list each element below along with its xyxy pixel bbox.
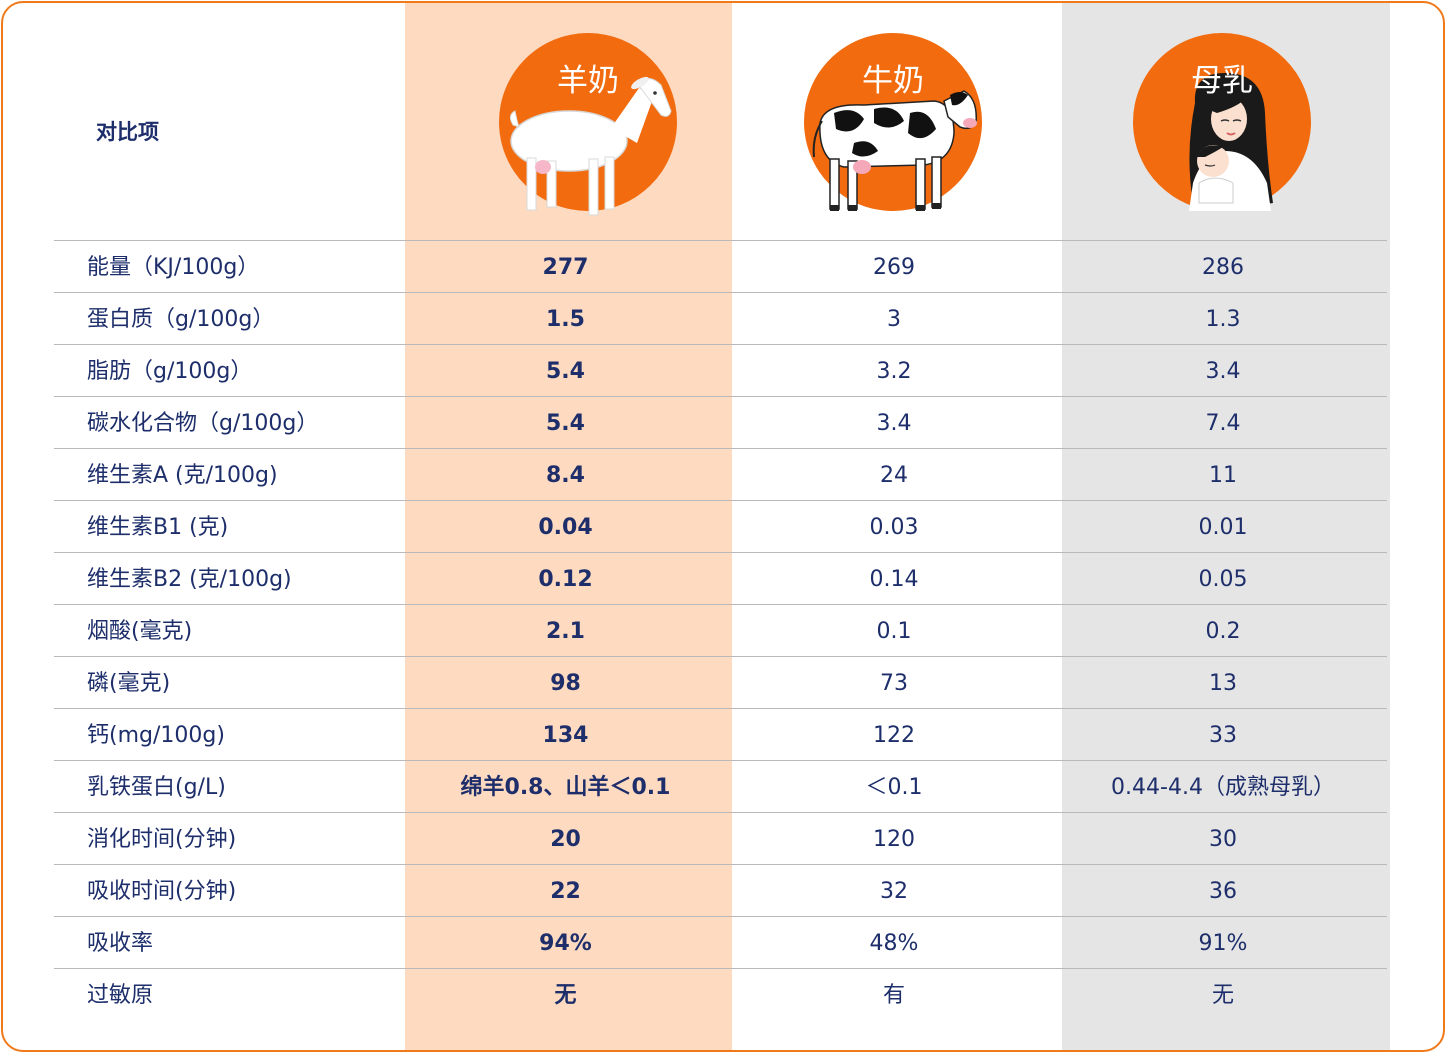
- goat-value: 94%: [539, 931, 592, 956]
- header-label: 对比项: [96, 120, 159, 144]
- row-label: 过敏原: [87, 983, 154, 1008]
- row-label: 烟酸(毫克): [87, 619, 193, 644]
- row-label: 碳水化合物（g/100g）: [87, 411, 319, 436]
- cow-value: ＜0.1: [865, 775, 923, 800]
- row-label: 乳铁蛋白(g/L): [87, 775, 226, 800]
- cow-value: 24: [880, 463, 908, 488]
- goat-value: 1.5: [546, 307, 585, 332]
- row-label: 消化时间(分钟): [87, 827, 237, 852]
- human-value: 36: [1209, 879, 1237, 904]
- goat-icon: [509, 76, 672, 216]
- cow-value: 有: [882, 983, 905, 1008]
- cow-value: 32: [880, 879, 908, 904]
- table-row: 过敏原 无 有 无: [54, 968, 1387, 1038]
- row-label: 蛋白质（g/100g）: [87, 307, 275, 332]
- human-value: 0.01: [1198, 515, 1248, 540]
- row-label: 吸收率: [87, 931, 154, 956]
- goat-value: 8.4: [546, 463, 585, 488]
- human-value: 3.4: [1205, 359, 1241, 384]
- comparison-table: 能量（KJ/100g） 277 269 286 蛋白质（g/100g） 1.5 …: [54, 240, 1387, 1038]
- human-value: 1.3: [1205, 307, 1241, 332]
- cow-value: 0.03: [869, 515, 919, 540]
- human-avatar: 母乳: [1133, 33, 1311, 211]
- row-label: 吸收时间(分钟): [87, 879, 237, 904]
- cow-value: 73: [880, 671, 908, 696]
- goat-value: 无: [554, 983, 577, 1008]
- cow-value: 120: [873, 827, 915, 852]
- human-value: 286: [1202, 255, 1244, 280]
- goat-column-title: 羊奶: [557, 63, 619, 99]
- goat-value: 5.4: [546, 411, 585, 436]
- row-label: 维生素A (克/100g): [87, 463, 278, 488]
- human-value: 33: [1209, 723, 1237, 748]
- table-row: 维生素A (克/100g) 8.4 24 11: [54, 448, 1387, 500]
- goat-value: 2.1: [546, 619, 585, 644]
- table-row: 吸收时间(分钟) 22 32 36: [54, 864, 1387, 916]
- row-label: 磷(毫克): [87, 671, 171, 696]
- row-label: 钙(mg/100g): [87, 723, 225, 748]
- human-value: 30: [1209, 827, 1237, 852]
- table-row: 钙(mg/100g) 134 122 33: [54, 708, 1387, 760]
- cow-value: 48%: [869, 931, 919, 956]
- table-row: 烟酸(毫克) 2.1 0.1 0.2: [54, 604, 1387, 656]
- goat-value: 绵羊0.8、山羊＜0.1: [460, 775, 671, 800]
- goat-value: 22: [550, 879, 581, 904]
- row-label: 维生素B2 (克/100g): [87, 567, 292, 592]
- goat-value: 98: [550, 671, 581, 696]
- goat-avatar: 羊奶: [499, 33, 677, 216]
- goat-value: 0.12: [538, 567, 593, 592]
- cow-value: 269: [873, 255, 915, 280]
- table-row: 维生素B1 (克) 0.04 0.03 0.01: [54, 500, 1387, 552]
- goat-value: 20: [550, 827, 581, 852]
- row-label: 能量（KJ/100g）: [87, 255, 260, 280]
- cow-value: 3.2: [876, 359, 912, 384]
- goat-value: 134: [542, 723, 589, 748]
- goat-value: 277: [542, 255, 589, 280]
- table-row: 脂肪（g/100g） 5.4 3.2 3.4: [54, 344, 1387, 396]
- table-row: 维生素B2 (克/100g) 0.12 0.14 0.05: [54, 552, 1387, 604]
- cow-value: 0.14: [869, 567, 919, 592]
- human-value: 7.4: [1205, 411, 1241, 436]
- table-row: 碳水化合物（g/100g） 5.4 3.4 7.4: [54, 396, 1387, 448]
- row-label: 维生素B1 (克): [87, 515, 229, 540]
- table-row: 蛋白质（g/100g） 1.5 3 1.3: [54, 292, 1387, 344]
- goat-value: 0.04: [538, 515, 593, 540]
- table-row: 乳铁蛋白(g/L) 绵羊0.8、山羊＜0.1 ＜0.1 0.44-4.4（成熟母…: [54, 760, 1387, 812]
- cow-avatar: 牛奶: [804, 33, 982, 211]
- cow-icon: [812, 90, 977, 211]
- goat-value: 5.4: [546, 359, 585, 384]
- cow-column-title: 牛奶: [862, 63, 924, 99]
- human-value: 11: [1209, 463, 1237, 488]
- human-value: 无: [1211, 983, 1234, 1008]
- human-value: 0.2: [1205, 619, 1241, 644]
- human-value: 0.05: [1198, 567, 1248, 592]
- cow-value: 3.4: [876, 411, 912, 436]
- table-row: 能量（KJ/100g） 277 269 286: [54, 240, 1387, 292]
- mother-baby-icon: [1189, 73, 1273, 211]
- table-row: 吸收率 94% 48% 91%: [54, 916, 1387, 968]
- human-value: 91%: [1198, 931, 1248, 956]
- row-label: 脂肪（g/100g）: [87, 359, 253, 384]
- human-value: 0.44-4.4（成熟母乳）: [1111, 775, 1335, 800]
- table-row: 磷(毫克) 98 73 13: [54, 656, 1387, 708]
- human-column-title: 母乳: [1191, 63, 1253, 99]
- table-row: 消化时间(分钟) 20 120 30: [54, 812, 1387, 864]
- human-value: 13: [1209, 671, 1237, 696]
- cow-value: 0.1: [876, 619, 912, 644]
- cow-value: 122: [873, 723, 915, 748]
- cow-value: 3: [887, 307, 901, 332]
